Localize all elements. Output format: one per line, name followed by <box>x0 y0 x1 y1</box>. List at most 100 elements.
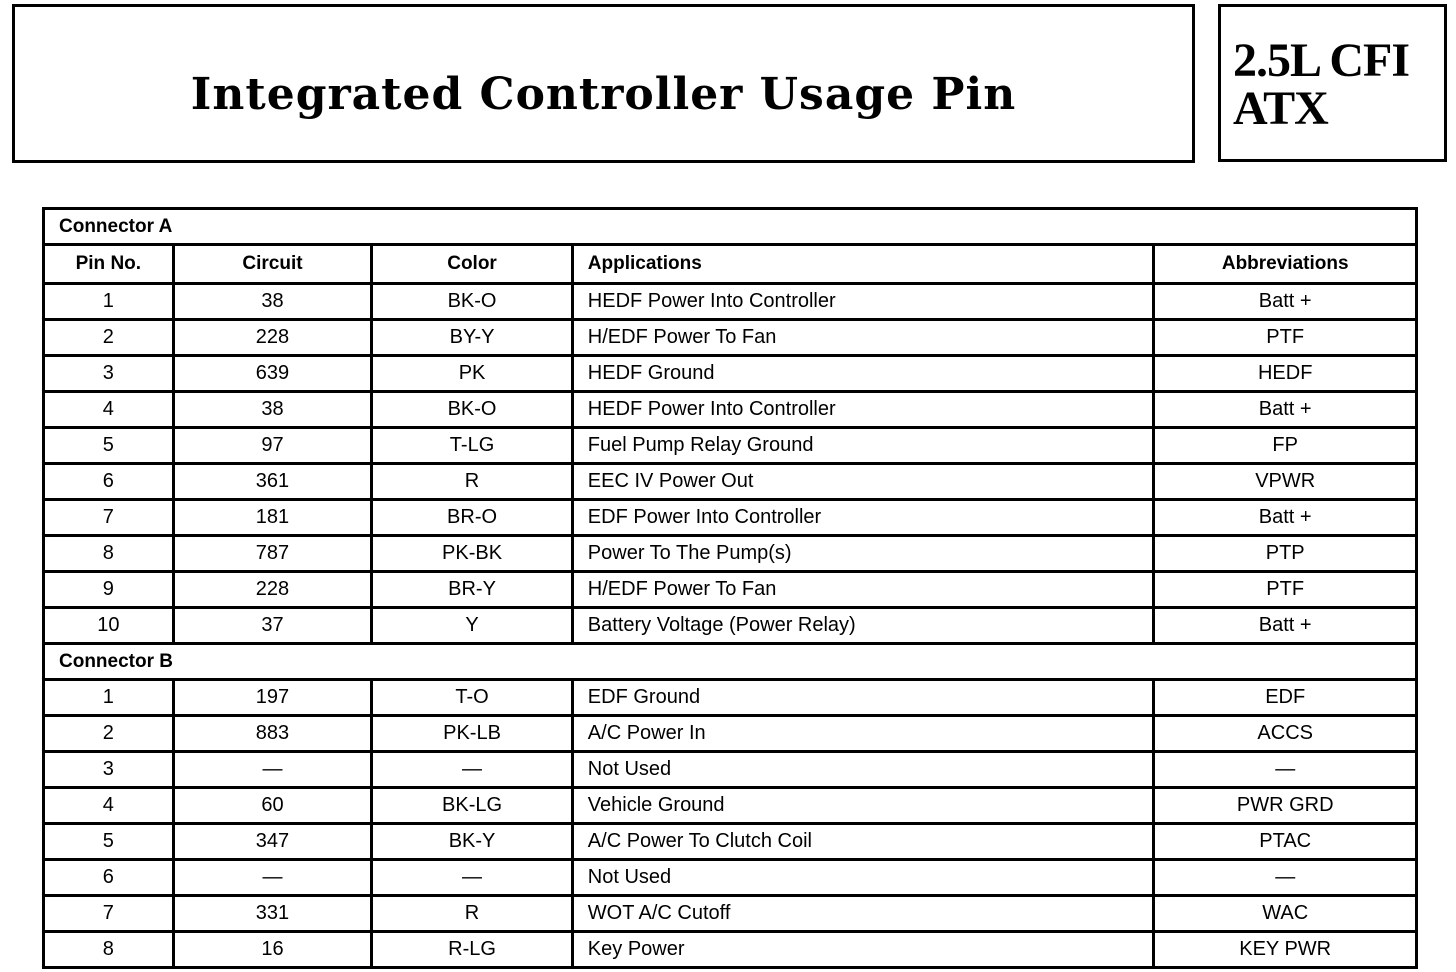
connector-name: Connector B <box>42 642 1418 681</box>
abbr-cell: WAC <box>1152 894 1418 933</box>
column-header: Circuit <box>171 243 374 285</box>
connector-header: Connector B <box>42 642 1418 681</box>
page-title: Integrated Controller Usage Pin <box>190 69 1017 120</box>
title-box: Integrated Controller Usage Pin <box>12 4 1195 163</box>
circuit-cell: 60 <box>171 786 374 825</box>
abbr-cell: Batt + <box>1152 606 1418 645</box>
circuit-cell: 331 <box>171 894 374 933</box>
color-cell: T-LG <box>370 426 574 465</box>
color-cell: BK-O <box>370 390 574 429</box>
color-cell: PK-LB <box>370 714 574 753</box>
circuit-cell: 197 <box>171 678 374 717</box>
pin-cell: 8 <box>42 930 175 969</box>
color-cell: R <box>370 462 574 501</box>
color-cell: PK-BK <box>370 534 574 573</box>
application-cell: EDF Ground <box>570 678 1156 717</box>
pin-cell: 5 <box>42 822 175 861</box>
color-cell: — <box>370 750 574 789</box>
table-row: 1 197 T-O EDF Ground EDF <box>42 678 1418 717</box>
column-header-row: Pin No. Circuit Color Applications Abbreviat… <box>42 243 1418 285</box>
color-cell: PK <box>370 354 574 393</box>
column-header: Color <box>370 243 574 285</box>
abbr-cell: Batt + <box>1152 390 1418 429</box>
table-row: 6— — Not Used — <box>42 858 1418 897</box>
application-cell: Vehicle Ground <box>570 786 1156 825</box>
color-cell: R-LG <box>370 930 574 969</box>
table-row: 9 228 BR-Y H/EDF Power To Fan PTF <box>42 570 1418 609</box>
engine-line-1: 2.5L CFI <box>1233 34 1410 87</box>
pin-cell: 4 <box>42 390 175 429</box>
table-row: 3 639 PK HEDF Ground HEDF <box>42 354 1418 393</box>
table-row: 3— — Not Used — <box>42 750 1418 789</box>
color-cell: BY-Y <box>370 318 574 357</box>
abbr-cell: PTAC <box>1152 822 1418 861</box>
pin-cell: 10 <box>42 606 175 645</box>
abbr-cell: — <box>1152 750 1418 789</box>
pin-cell: 4 <box>42 786 175 825</box>
circuit-cell: 787 <box>171 534 374 573</box>
abbr-cell: ACCS <box>1152 714 1418 753</box>
abbr-cell: — <box>1152 858 1418 897</box>
circuit-cell: 639 <box>171 354 374 393</box>
column-header: Abbreviations <box>1152 243 1418 285</box>
column-header: Applications <box>570 243 1156 285</box>
application-cell: HEDF Ground <box>570 354 1156 393</box>
table-row: 6 361 R EEC IV Power Out VPWR <box>42 462 1418 501</box>
pin-cell: 8 <box>42 534 175 573</box>
abbr-cell: HEDF <box>1152 354 1418 393</box>
color-cell: BK-LG <box>370 786 574 825</box>
abbr-cell: FP <box>1152 426 1418 465</box>
application-cell: H/EDF Power To Fan <box>570 318 1156 357</box>
table-row: 8 787 PK-BK Power To The Pump(s) PTP <box>42 534 1418 573</box>
color-cell: — <box>370 858 574 897</box>
application-cell: WOT A/C Cutoff <box>570 894 1156 933</box>
pin-cell: 6 <box>42 858 175 897</box>
abbr-cell: PTF <box>1152 570 1418 609</box>
application-cell: H/EDF Power To Fan <box>570 570 1156 609</box>
application-cell: Not Used <box>570 750 1156 789</box>
table-row: 7 181 BR-O EDF Power Into Controller Batt + <box>42 498 1418 537</box>
color-cell: Y <box>370 606 574 645</box>
table-row: 2 883 PK-LB A/C Power In ACCS <box>42 714 1418 753</box>
color-cell: BR-O <box>370 498 574 537</box>
circuit-cell: 97 <box>171 426 374 465</box>
abbr-cell: KEY PWR <box>1152 930 1418 969</box>
circuit-cell: 38 <box>171 282 374 321</box>
table-row: 1 38 BK-O HEDF Power Into Controller Batt + <box>42 282 1418 321</box>
abbr-cell: Batt + <box>1152 498 1418 537</box>
color-cell: BR-Y <box>370 570 574 609</box>
circuit-cell: 228 <box>171 570 374 609</box>
color-cell: BK-O <box>370 282 574 321</box>
circuit-cell: 347 <box>171 822 374 861</box>
pin-cell: 1 <box>42 282 175 321</box>
color-cell: R <box>370 894 574 933</box>
application-cell: EDF Power Into Controller <box>570 498 1156 537</box>
color-cell: T-O <box>370 678 574 717</box>
application-cell: HEDF Power Into Controller <box>570 282 1156 321</box>
circuit-cell: 361 <box>171 462 374 501</box>
table-row: 4 38 BK-O HEDF Power Into Controller Batt + <box>42 390 1418 429</box>
pin-cell: 2 <box>42 714 175 753</box>
circuit-cell: 16 <box>171 930 374 969</box>
table-row: 10 37 Y Battery Voltage (Power Relay) Batt + <box>42 606 1418 645</box>
application-cell: EEC IV Power Out <box>570 462 1156 501</box>
application-cell: Power To The Pump(s) <box>570 534 1156 573</box>
engine-label: 2.5L CFI ATX <box>1233 34 1410 135</box>
pin-cell: 1 <box>42 678 175 717</box>
abbr-cell: VPWR <box>1152 462 1418 501</box>
application-cell: Key Power <box>570 930 1156 969</box>
table-row: 7 331 R WOT A/C Cutoff WAC <box>42 894 1418 933</box>
abbr-cell: Batt + <box>1152 282 1418 321</box>
table-row: 5 347 BK-Y A/C Power To Clutch Coil PTAC <box>42 822 1418 861</box>
pin-cell: 3 <box>42 354 175 393</box>
application-cell: HEDF Power Into Controller <box>570 390 1156 429</box>
engine-line-2: ATX <box>1233 82 1329 135</box>
circuit-cell: — <box>171 750 374 789</box>
application-cell: Fuel Pump Relay Ground <box>570 426 1156 465</box>
circuit-cell: 38 <box>171 390 374 429</box>
application-cell: Not Used <box>570 858 1156 897</box>
circuit-cell: 181 <box>171 498 374 537</box>
table-row: 8 16 R-LG Key Power KEY PWR <box>42 930 1418 969</box>
pin-usage-table: Connector A Pin No. Circuit Color Applicatio… <box>42 207 1418 969</box>
application-cell: A/C Power To Clutch Coil <box>570 822 1156 861</box>
